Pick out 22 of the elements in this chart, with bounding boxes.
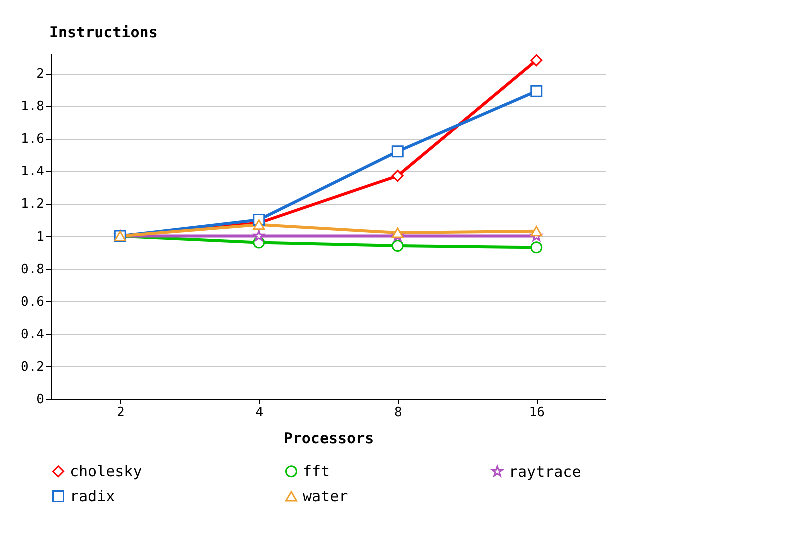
x-tick-label: 16 bbox=[529, 406, 545, 420]
y-tick-label: 1.8 bbox=[21, 100, 44, 115]
y-tick-label: 0.8 bbox=[21, 262, 44, 278]
x-tick-label: 4 bbox=[256, 406, 264, 420]
x-axis-title: Processors bbox=[284, 430, 374, 448]
y-tick-label: 0.6 bbox=[21, 294, 44, 310]
legend-label: water bbox=[303, 488, 348, 506]
y-axis-title: Instructions bbox=[50, 24, 158, 42]
legend-label: fft bbox=[303, 462, 330, 481]
y-tick-label: 0.4 bbox=[21, 327, 45, 342]
y-tick-label: 0.2 bbox=[21, 360, 44, 375]
y-tick-label: 2 bbox=[36, 67, 44, 82]
y-tick-label: 0 bbox=[36, 392, 44, 408]
legend-label: cholesky bbox=[70, 462, 142, 481]
y-tick-label: 1.4 bbox=[21, 164, 45, 180]
x-tick-label: 8 bbox=[394, 406, 402, 420]
y-tick-label: 1 bbox=[36, 230, 44, 245]
legend-label: radix bbox=[70, 488, 116, 506]
legend-label: raytrace bbox=[509, 462, 582, 481]
y-tick-label: 1.2 bbox=[21, 197, 44, 212]
x-tick-label: 2 bbox=[116, 406, 125, 420]
y-tick-label: 1.6 bbox=[21, 132, 44, 148]
